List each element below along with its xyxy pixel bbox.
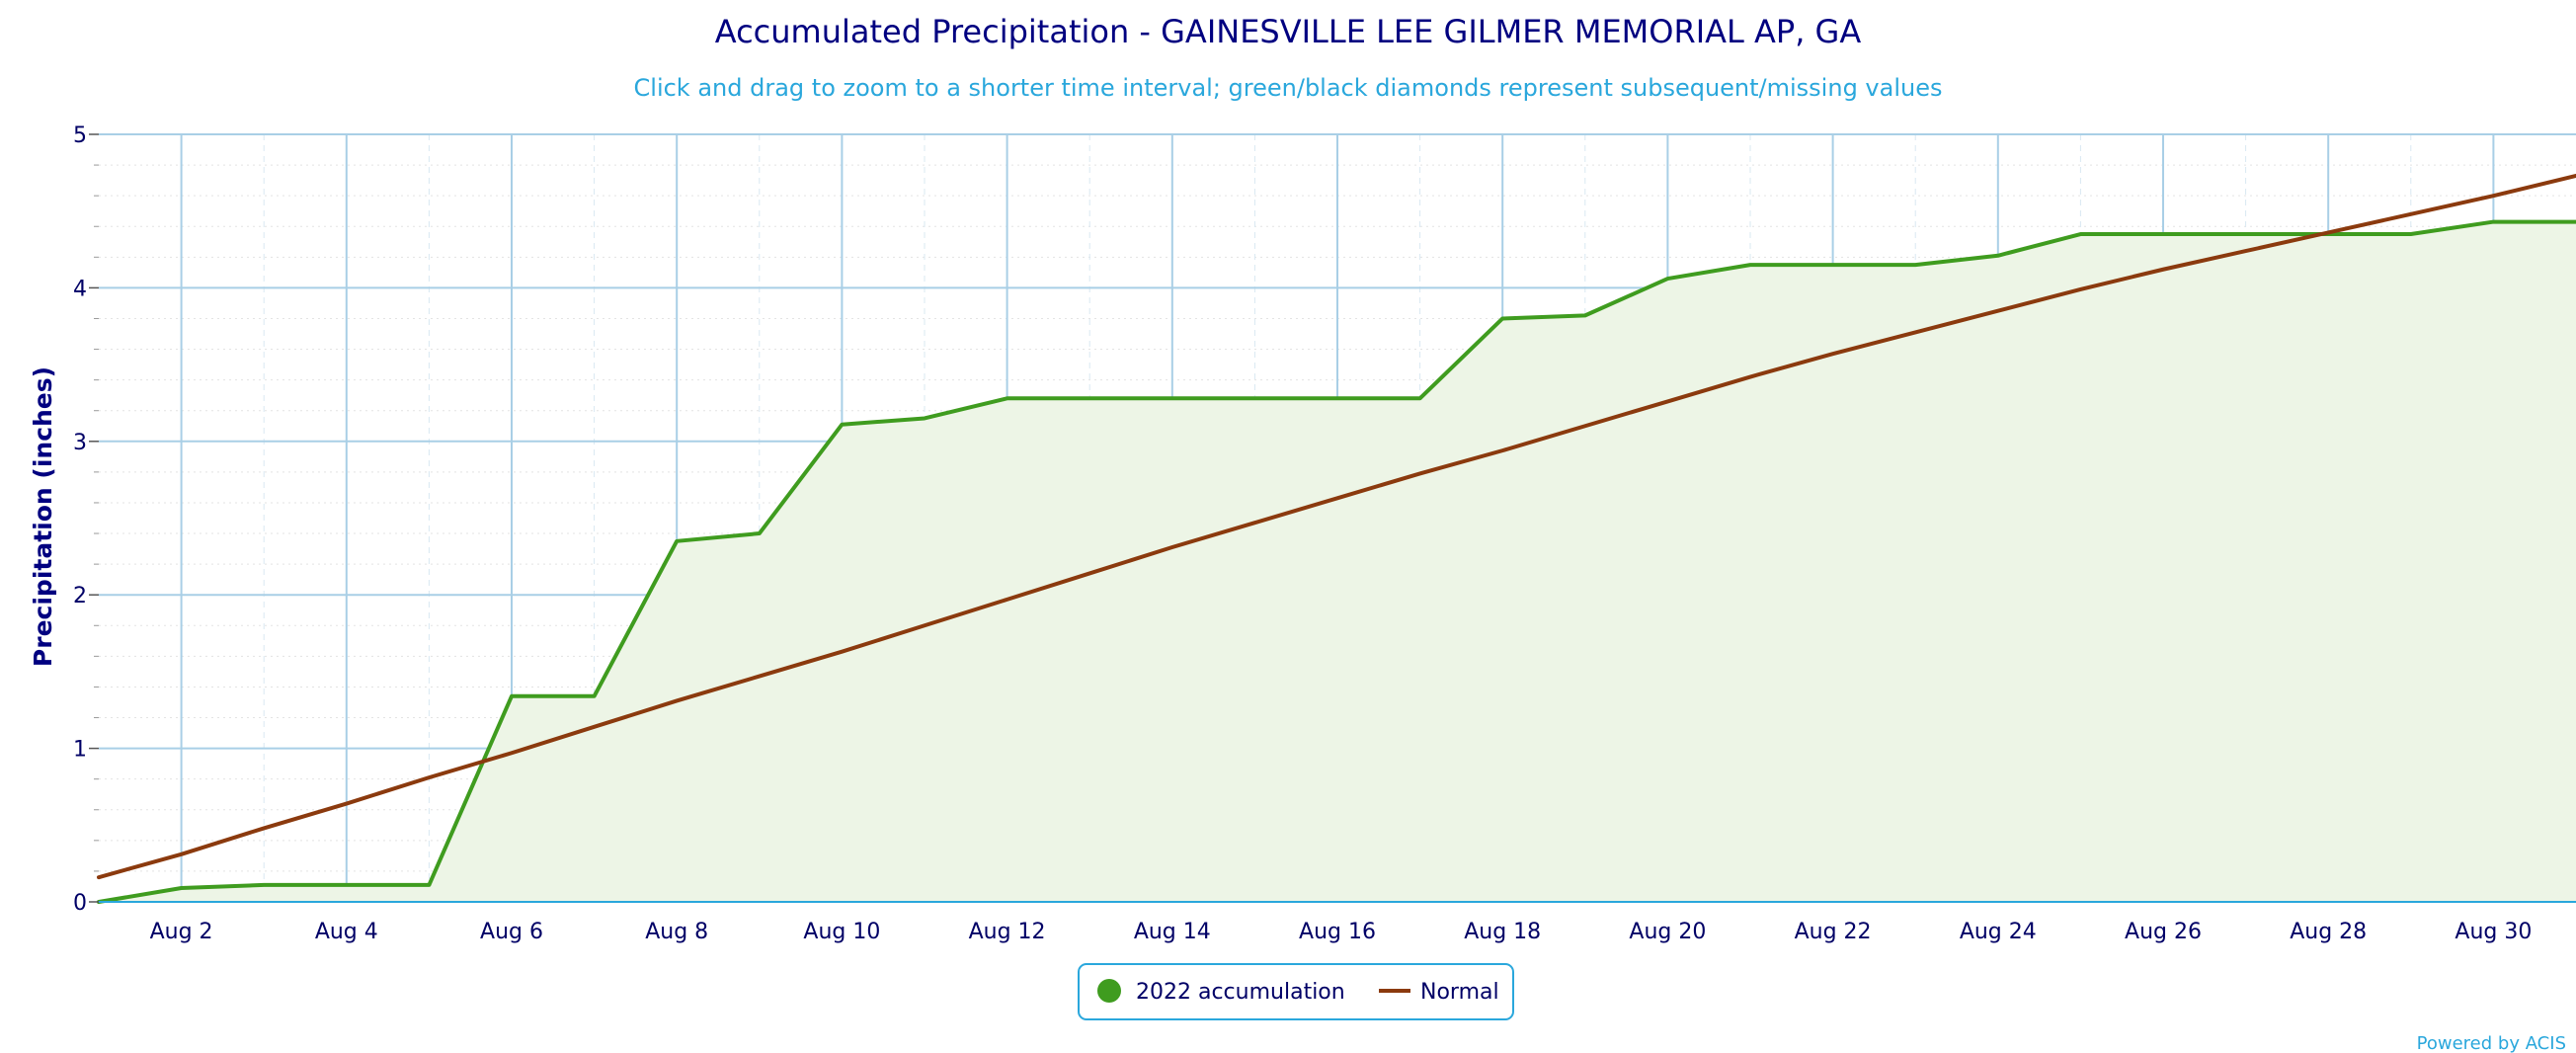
data-point-normal[interactable]: [2486, 189, 2500, 202]
x-tick-label: Aug 4: [315, 920, 378, 944]
legend-item-normal[interactable]: Normal: [1379, 980, 1499, 1005]
data-point-2022[interactable]: [1908, 258, 1922, 272]
x-tick-label: Aug 16: [1299, 920, 1376, 944]
series-line-2022-accumulation[interactable]: [97, 219, 2576, 904]
data-point-normal[interactable]: [588, 720, 602, 734]
data-point-normal[interactable]: [918, 618, 931, 632]
x-tick-label: Aug 20: [1629, 920, 1706, 944]
data-point-2022[interactable]: [505, 689, 519, 703]
data-point-2022[interactable]: [1495, 311, 1509, 325]
y-tick-label: 2: [73, 584, 87, 608]
data-point-2022[interactable]: [588, 689, 602, 703]
data-point-2022[interactable]: [422, 878, 436, 892]
data-point-normal[interactable]: [340, 797, 354, 811]
data-point-normal[interactable]: [2156, 263, 2170, 277]
data-point-2022[interactable]: [835, 418, 848, 432]
data-point-normal[interactable]: [1413, 466, 1427, 480]
data-point-2022[interactable]: [1826, 258, 1840, 272]
data-point-2022[interactable]: [2073, 227, 2087, 241]
data-point-2022[interactable]: [1413, 391, 1427, 405]
data-point-2022[interactable]: [1166, 391, 1179, 405]
y-tick-label: 0: [73, 891, 87, 916]
x-tick-label: Aug 28: [2290, 920, 2367, 944]
data-point-normal[interactable]: [835, 645, 848, 659]
data-point-2022[interactable]: [175, 881, 189, 895]
data-point-normal[interactable]: [1578, 419, 1592, 433]
data-point-2022[interactable]: [1991, 249, 2005, 263]
data-point-normal[interactable]: [1826, 347, 1840, 361]
y-tick-label: 1: [73, 738, 87, 763]
y-tick-label: 4: [73, 277, 87, 301]
x-tick-label: Aug 18: [1464, 920, 1541, 944]
data-point-normal[interactable]: [2404, 207, 2418, 221]
data-point-2022[interactable]: [2156, 227, 2170, 241]
data-point-2022[interactable]: [1578, 308, 1592, 322]
y-tick-label: 5: [73, 123, 87, 148]
data-point-normal[interactable]: [1743, 370, 1757, 384]
legend-item-2022-accumulation[interactable]: 2022 accumulation: [1097, 979, 1345, 1005]
data-point-normal[interactable]: [175, 848, 189, 861]
data-point-normal[interactable]: [2073, 283, 2087, 296]
data-point-2022[interactable]: [1083, 391, 1096, 405]
data-point-normal[interactable]: [257, 821, 271, 835]
series-area-2022-accumulation: [99, 221, 2576, 902]
legend-marker-2022: [1097, 979, 1121, 1003]
data-point-2022[interactable]: [340, 878, 354, 892]
axes: 0 1 2 3 4 5 Aug 2 Aug 4 Aug 6 Aug 8 Aug 10 Aug 12 Au…: [73, 123, 2576, 944]
data-point-normal[interactable]: [1001, 593, 1014, 607]
legend-box: [1078, 963, 1514, 1020]
legend-label-normal: Normal: [1420, 980, 1499, 1005]
legend[interactable]: 2022 accumulation Normal: [1078, 963, 1514, 1020]
x-tick-label: Aug 14: [1134, 920, 1211, 944]
data-point-2022[interactable]: [1660, 272, 1674, 285]
data-point-normal[interactable]: [1330, 491, 1344, 505]
data-point-normal[interactable]: [753, 670, 766, 684]
legend-label-2022: 2022 accumulation: [1136, 980, 1345, 1005]
chart-subtitle: Click and drag to zoom to a shorter time…: [634, 74, 1943, 102]
chart-title: Accumulated Precipitation - GAINESVILLE …: [715, 13, 1862, 50]
data-point-normal[interactable]: [2321, 225, 2335, 239]
data-point-normal[interactable]: [92, 870, 106, 884]
x-tick-label: Aug 10: [803, 920, 880, 944]
data-point-2022[interactable]: [2404, 227, 2418, 241]
credit-link[interactable]: Powered by ACIS: [2417, 1033, 2566, 1053]
data-point-normal[interactable]: [1991, 304, 2005, 318]
data-point-2022[interactable]: [2239, 227, 2253, 241]
y-axis-title: Precipitation (inches): [29, 366, 57, 667]
plot-area[interactable]: [92, 169, 2576, 909]
data-point-2022[interactable]: [918, 411, 931, 425]
data-point-normal[interactable]: [422, 770, 436, 784]
x-tick-label: Aug 8: [645, 920, 708, 944]
x-tick-label: Aug 12: [969, 920, 1046, 944]
x-tick-label: Aug 30: [2455, 920, 2532, 944]
data-point-normal[interactable]: [1083, 566, 1096, 580]
data-point-2022[interactable]: [1330, 391, 1344, 405]
x-tick-label: Aug 2: [150, 920, 213, 944]
data-point-normal[interactable]: [1660, 394, 1674, 408]
series-line-normal[interactable]: [97, 173, 2576, 880]
data-point-normal[interactable]: [670, 693, 684, 707]
x-tick-label: Aug 6: [480, 920, 543, 944]
data-point-2022[interactable]: [1001, 391, 1014, 405]
data-point-2022[interactable]: [670, 534, 684, 548]
data-point-2022[interactable]: [257, 878, 271, 892]
data-point-2022[interactable]: [753, 526, 766, 540]
data-point-2022[interactable]: [1248, 391, 1261, 405]
data-point-normal[interactable]: [505, 746, 519, 760]
data-point-normal[interactable]: [1248, 516, 1261, 529]
data-point-2022[interactable]: [2486, 215, 2500, 229]
data-point-normal[interactable]: [1495, 444, 1509, 457]
data-point-normal[interactable]: [1908, 325, 1922, 339]
y-tick-label: 3: [73, 431, 87, 455]
data-point-2022[interactable]: [1743, 258, 1757, 272]
data-point-normal[interactable]: [2239, 244, 2253, 258]
x-tick-label: Aug 24: [1960, 920, 2037, 944]
data-point-normal[interactable]: [1166, 540, 1179, 554]
x-tick-label: Aug 26: [2125, 920, 2202, 944]
x-tick-label: Aug 22: [1795, 920, 1872, 944]
